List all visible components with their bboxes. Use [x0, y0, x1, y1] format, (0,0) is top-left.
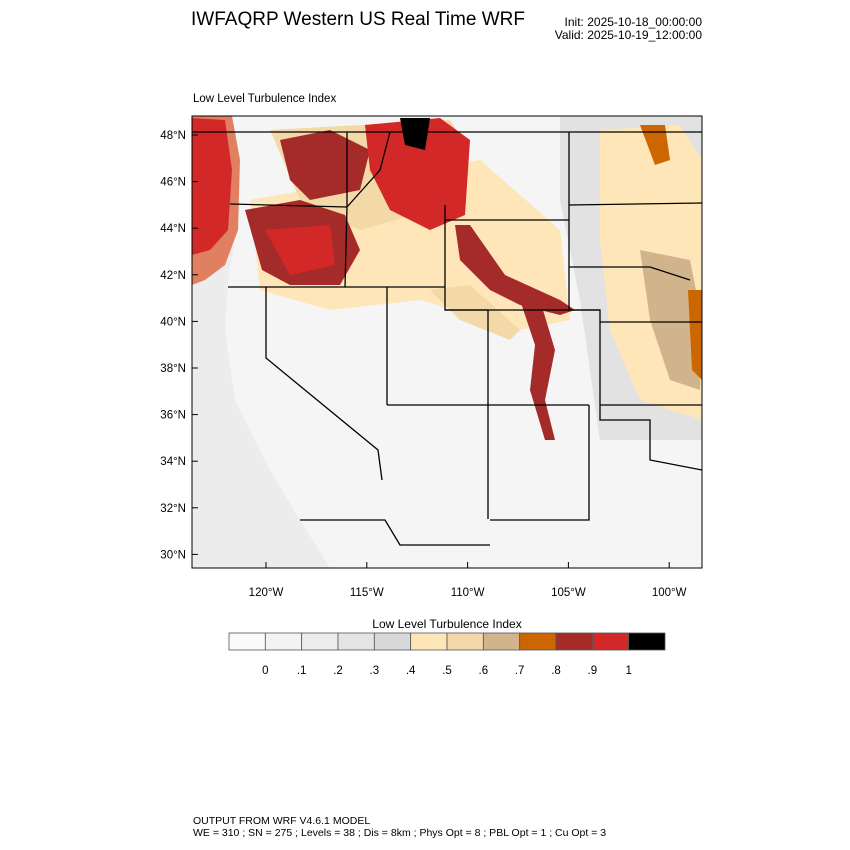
state-borders	[192, 131, 702, 546]
map-frame	[191, 115, 703, 569]
lat-label: 36°N	[160, 410, 186, 422]
footer-model: OUTPUT FROM WRF V4.6.1 MODEL	[193, 815, 371, 827]
lat-label: 38°N	[160, 363, 186, 375]
colorbar-label: .7	[515, 665, 525, 677]
colorbar-swatch	[519, 632, 557, 651]
colorbar-swatch	[337, 632, 375, 651]
colorbar-swatch	[301, 632, 339, 651]
colorbar-swatch	[264, 632, 303, 651]
colorbar-swatch	[591, 632, 630, 651]
colorbar-label: .1	[297, 665, 307, 677]
lon-label: 105°W	[551, 587, 586, 599]
lon-label: 120°W	[249, 587, 284, 599]
colorbar-label: 0	[262, 665, 268, 677]
colorbar-label: .9	[588, 665, 598, 677]
colorbar: 0 .1 .2 .3 .4 .5 .6 .7 .8 .9 1	[228, 632, 666, 677]
lat-label: 46°N	[160, 177, 186, 189]
init-time: Init: 2025-10-18_00:00:00	[564, 15, 702, 29]
colorbar-label: .2	[333, 665, 343, 677]
lat-label: 48°N	[160, 130, 186, 142]
colorbar-label: .6	[479, 665, 489, 677]
colorbar-label: .3	[370, 665, 380, 677]
plot-title: IWFAQRP Western US Real Time WRF	[191, 9, 525, 30]
colorbar-swatch	[555, 632, 593, 651]
lon-label: 115°W	[350, 587, 384, 599]
colorbar-label: 1	[625, 665, 631, 677]
colorbar-swatch	[446, 632, 484, 651]
lon-label: 110°W	[451, 587, 485, 599]
lat-label: 44°N	[160, 223, 186, 235]
field-subtitle: Low Level Turbulence Index	[193, 93, 337, 105]
colorbar-swatch	[228, 632, 266, 651]
map-field	[192, 116, 702, 568]
lat-label: 42°N	[160, 270, 186, 282]
colorbar-label: .8	[551, 665, 561, 677]
colorbar-label: .4	[406, 665, 416, 677]
colorbar-swatch	[482, 632, 521, 651]
lon-label: 100°W	[652, 587, 687, 599]
lat-label: 32°N	[160, 503, 186, 515]
longitude-axis: 120°W 115°W 110°W 105°W 100°W	[249, 562, 687, 599]
lat-label: 40°N	[160, 316, 186, 328]
latitude-axis: 48°N 46°N 44°N 42°N 40°N 38°N 36°N 34°N 32°N 30°N	[160, 130, 198, 561]
lat-label: 34°N	[160, 456, 186, 468]
colorbar-label: .5	[442, 665, 452, 677]
footer-config: WE = 310 ; SN = 275 ; Levels = 38 ; Dis …	[193, 827, 607, 839]
valid-time: Valid: 2025-10-19_12:00:00	[554, 28, 702, 42]
lat-label: 30°N	[160, 549, 186, 561]
colorbar-swatch	[410, 632, 448, 651]
colorbar-swatch	[628, 632, 666, 651]
colorbar-title: Low Level Turbulence Index	[372, 617, 521, 631]
colorbar-swatch	[373, 632, 412, 651]
